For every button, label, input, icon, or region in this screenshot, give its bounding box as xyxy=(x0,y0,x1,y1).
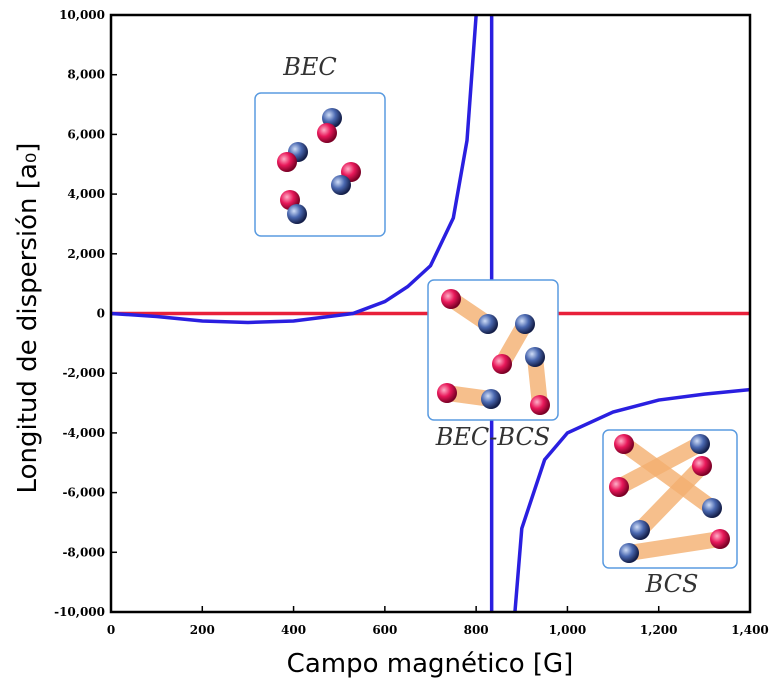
x-axis-title: Campo magnético [G] xyxy=(287,649,574,679)
x-tick-label: 200 xyxy=(190,623,215,637)
plot-frame xyxy=(109,13,752,614)
y-tick-label: -2,000 xyxy=(62,366,105,380)
y-tick-label: -4,000 xyxy=(62,426,105,440)
x-tick-label: 1,200 xyxy=(640,623,678,637)
y-tick-label: -10,000 xyxy=(54,605,105,619)
inset-bec xyxy=(254,92,386,237)
y-tick-label: 6,000 xyxy=(67,127,105,141)
y-tick-label: 8,000 xyxy=(67,68,105,82)
x-tick-label: 0 xyxy=(107,623,115,637)
y-tick-label: 10,000 xyxy=(59,8,105,22)
y-tick-label: 2,000 xyxy=(67,247,105,261)
x-tick-label: 1,400 xyxy=(731,623,769,637)
y-tick-label: 0 xyxy=(97,307,105,321)
annotation: BEC-BCS xyxy=(435,423,551,451)
annotation: BCS xyxy=(645,570,699,598)
x-tick-label: 400 xyxy=(281,623,306,637)
y-tick-label: -6,000 xyxy=(62,486,105,500)
y-tick-label: 4,000 xyxy=(67,187,105,201)
data-line xyxy=(111,15,750,612)
y-tick-label: -8,000 xyxy=(62,545,105,559)
x-tick-label: 1,000 xyxy=(549,623,587,637)
inset-bcs xyxy=(602,429,738,569)
inset-bec-bcs xyxy=(427,279,559,421)
x-tick-label: 800 xyxy=(464,623,489,637)
annotation: BEC xyxy=(282,53,337,81)
x-tick-label: 600 xyxy=(372,623,397,637)
y-axis-title: Longitud de dispersión [a₀] xyxy=(13,143,43,494)
